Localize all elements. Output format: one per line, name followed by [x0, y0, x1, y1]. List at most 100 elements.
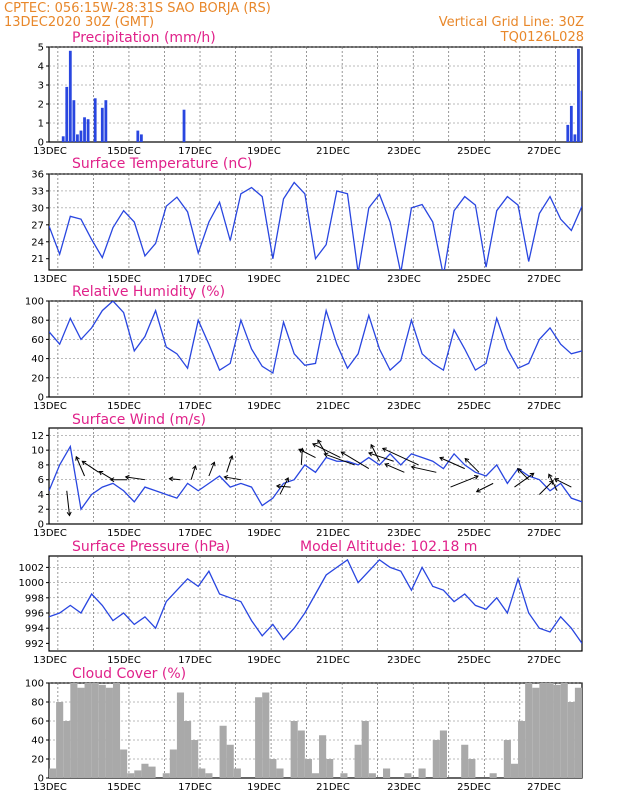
cloud-column	[404, 773, 412, 778]
cloud-column	[169, 749, 177, 778]
cloud-column	[340, 773, 348, 778]
wind-xtick-label: 23DEC	[387, 528, 421, 539]
wind-vector-head	[473, 474, 479, 480]
cloud-column	[582, 683, 589, 778]
cloud-column	[368, 773, 376, 778]
wind-vector-head	[370, 443, 375, 449]
cloud-column	[525, 683, 533, 778]
wind-vector-head	[439, 456, 445, 462]
cloud-column	[120, 749, 128, 778]
precip-bar	[72, 100, 76, 142]
cloud-column	[319, 735, 327, 778]
cloud-column	[510, 763, 519, 778]
cloud-column	[198, 768, 206, 778]
wind-ytick-label: 10	[31, 446, 44, 457]
wind-vector-head	[517, 468, 522, 473]
cloud-column	[205, 773, 213, 778]
rh-xtick-label: 21DEC	[316, 401, 350, 412]
cloud-xtick-label: 23DEC	[387, 782, 421, 793]
cloud-xtick-label: 21DEC	[316, 782, 350, 793]
cloud-cover-panel: 0 20 40 60 80 100 13DEC 15DEC 17DEC 19DEC 21DEC 23D…	[25, 666, 589, 793]
rh-ytick-label: 0	[38, 393, 44, 404]
temp-ytick-label: 36	[31, 170, 44, 181]
wind-vector	[75, 456, 85, 477]
cloud-column	[326, 759, 334, 778]
cloud-column	[226, 744, 234, 778]
precip-xtick-label: 21DEC	[316, 146, 350, 157]
precip-ytick-label: 1	[38, 119, 44, 130]
precip-bar	[61, 136, 65, 142]
cloud-column	[361, 721, 369, 778]
wind-vector-head	[210, 461, 216, 467]
temp-frame	[48, 173, 583, 271]
wind-ytick-label: 12	[31, 431, 44, 442]
rh-ytick-label: 20	[31, 373, 44, 384]
precip-ytick-label: 0	[38, 138, 44, 149]
cloud-xtick-label: 17DEC	[178, 782, 212, 793]
precip-title: Precipitation (mm/h)	[72, 30, 216, 46]
wind-vector-head	[284, 477, 290, 482]
cloud-column	[553, 684, 561, 778]
cloud-column	[418, 768, 426, 778]
wind-vector	[476, 482, 494, 493]
precip-bar	[68, 50, 72, 142]
rh-xtick-label: 27DEC	[527, 401, 561, 412]
rh-xtick-label: 23DEC	[387, 401, 421, 412]
rh-frame	[48, 300, 583, 398]
wind-vector-head	[384, 463, 390, 468]
rh-ytick-label: 40	[31, 354, 44, 365]
rh-xtick-label: 15DEC	[107, 401, 141, 412]
precip-bar	[573, 134, 577, 142]
precip-ytick-label: 4	[38, 62, 44, 73]
cloud-column	[162, 773, 170, 778]
precip-bar	[577, 48, 580, 142]
cloud-column	[574, 687, 582, 778]
cloud-column	[290, 721, 298, 778]
wind-xtick-label: 13DEC	[33, 528, 67, 539]
precipitation-panel: 0 1 2 3 4 5 13DEC 15DEC 17DEC 19DEC 21DEC 23DEC 25DE…	[33, 30, 583, 157]
cloud-column	[383, 768, 391, 778]
wind-vector-head	[340, 451, 346, 456]
wind-vector-head	[317, 439, 322, 445]
temp-ytick-label: 30	[31, 203, 44, 214]
temp-xtick-label: 23DEC	[387, 274, 421, 285]
wind-vector-head	[410, 465, 416, 470]
cloud-column	[77, 687, 85, 778]
temp-xtick-label: 15DEC	[107, 274, 141, 285]
cloud-column	[262, 692, 270, 778]
wind-vector-head	[75, 455, 80, 461]
pressure-ytick-label: 1002	[19, 563, 44, 574]
rh-ytick-label: 60	[31, 335, 44, 346]
wind-vector	[298, 448, 316, 458]
wind-vector-head	[298, 448, 304, 453]
cloud-column	[148, 766, 156, 778]
wind-vector	[208, 462, 215, 477]
cloud-area	[49, 683, 589, 778]
wind-vector-head	[312, 442, 317, 448]
pressure-xtick-label: 15DEC	[107, 655, 141, 666]
cloud-column	[91, 683, 99, 778]
wind-vector	[368, 452, 394, 462]
wind-vector	[190, 465, 197, 480]
header-station: CPTEC: 056:15W-28:31S SAO BORJA (RS)	[4, 1, 271, 16]
cloud-column	[439, 730, 447, 778]
cloud-column	[112, 683, 121, 778]
wind-vector	[439, 457, 465, 470]
cloud-column	[134, 770, 142, 778]
rh-ytick-label: 80	[31, 316, 44, 327]
wind-vector	[548, 474, 558, 491]
wind-vector-head	[223, 475, 229, 480]
precip-xtick-label: 25DEC	[457, 146, 491, 157]
wind-ytick-label: 2	[38, 505, 44, 516]
precip-bar	[93, 98, 97, 142]
cloud-column	[176, 692, 185, 778]
cloud-xtick-label: 15DEC	[107, 782, 141, 793]
precip-bar	[79, 130, 83, 142]
cloud-column	[56, 702, 64, 778]
temp-ytick-label: 21	[31, 254, 44, 265]
cloud-column	[311, 773, 320, 778]
rh-xtick-label: 19DEC	[247, 401, 281, 412]
precip-bar	[104, 100, 108, 142]
precip-xtick-label: 13DEC	[33, 146, 67, 157]
wind-ytick-label: 6	[38, 475, 44, 486]
